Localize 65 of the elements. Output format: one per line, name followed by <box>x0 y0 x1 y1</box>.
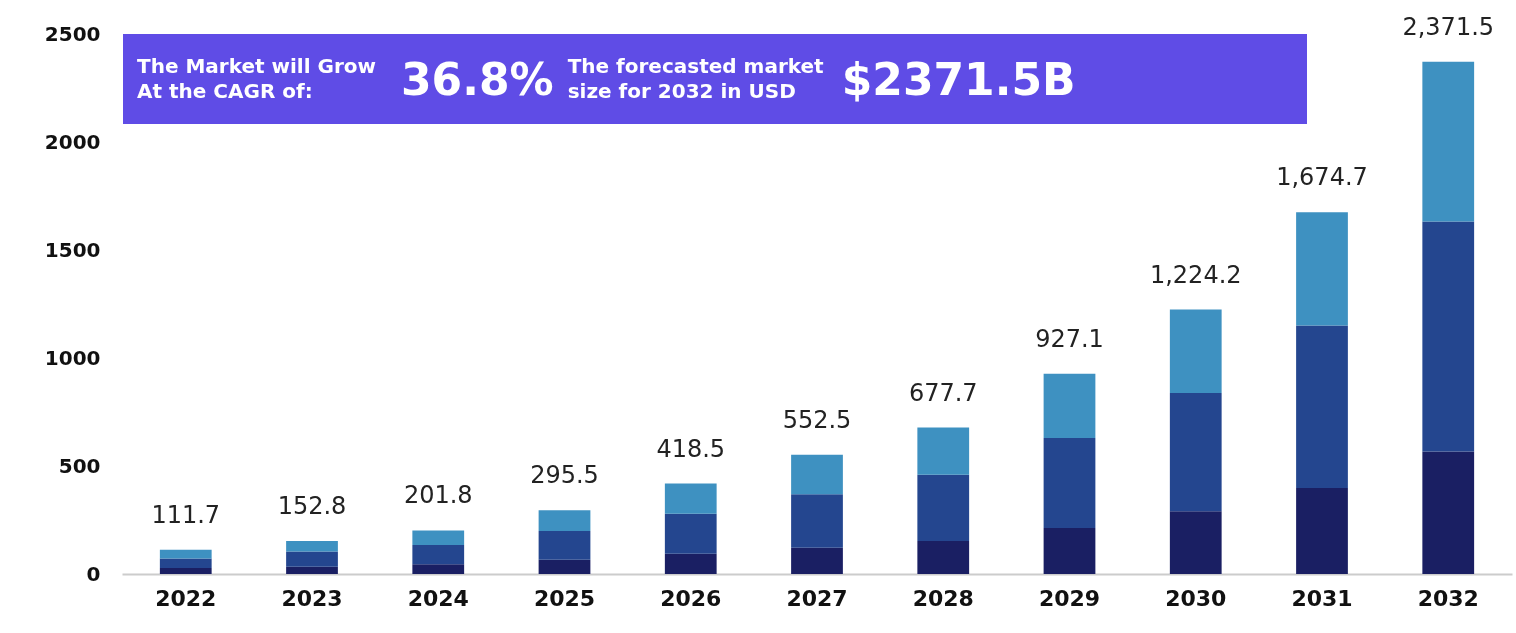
bar <box>1296 212 1348 326</box>
x-tick-label: 2028 <box>912 585 974 611</box>
total-label: 677.7 <box>908 378 978 407</box>
annotation: $2371.5B <box>841 53 1076 105</box>
bar <box>286 551 338 567</box>
bar <box>664 553 717 574</box>
annotation: The Market will Grow At the CAGR of: <box>137 54 378 104</box>
y-tick-label: 1500 <box>44 237 101 262</box>
bar <box>412 530 465 546</box>
bar <box>1169 309 1222 393</box>
total-label: 295.5 <box>530 461 599 490</box>
total-label: 111.7 <box>151 500 221 529</box>
bar <box>917 427 970 475</box>
annotation: 36.8% <box>401 53 554 105</box>
y-tick-label: 2500 <box>44 21 101 46</box>
bar <box>1169 511 1222 574</box>
total-label: 2,371.5 <box>1402 12 1495 41</box>
bar <box>791 494 843 548</box>
bar <box>412 564 465 574</box>
bar <box>1422 221 1475 452</box>
bar <box>286 566 338 574</box>
bar <box>286 541 338 552</box>
x-tick-label: 2022 <box>155 585 217 611</box>
total-label: 1,224.2 <box>1149 260 1242 289</box>
total-label: 152.8 <box>277 492 347 520</box>
total-label: 201.8 <box>403 481 473 510</box>
bar <box>791 454 843 495</box>
bar <box>791 547 843 574</box>
total-label: 552.5 <box>782 405 852 434</box>
bar <box>538 531 591 560</box>
bar <box>1422 61 1475 222</box>
y-tick-label: 2000 <box>44 129 101 154</box>
bar <box>159 549 212 559</box>
x-tick-label: 2023 <box>281 585 343 611</box>
y-tick-label: 0 <box>86 561 101 586</box>
bar <box>917 540 970 574</box>
bar <box>1296 488 1348 574</box>
x-tick-label: 2030 <box>1165 585 1227 611</box>
bar <box>1169 392 1222 512</box>
bar <box>538 510 591 532</box>
bar <box>1043 437 1096 528</box>
x-tick-label: 2027 <box>786 585 848 611</box>
bar <box>664 483 717 514</box>
y-tick-label: 500 <box>58 453 101 478</box>
bar <box>1043 527 1096 574</box>
x-tick-label: 2031 <box>1291 585 1353 611</box>
bar <box>1043 373 1096 438</box>
bar <box>1296 325 1348 489</box>
total-label: 418.5 <box>656 434 726 463</box>
annotation: The forecasted market size for 2032 in USD <box>567 54 825 104</box>
bar <box>538 559 591 574</box>
bar <box>412 545 465 565</box>
y-tick-label: 1000 <box>44 345 101 370</box>
total-label: 1,674.7 <box>1276 163 1368 192</box>
x-tick-label: 2025 <box>533 585 596 611</box>
bar <box>917 474 970 541</box>
x-tick-label: 2029 <box>1038 585 1101 611</box>
bar <box>1422 451 1475 574</box>
bar <box>159 558 212 568</box>
bar <box>664 513 717 554</box>
bar <box>159 567 212 574</box>
x-tick-label: 2026 <box>660 585 722 611</box>
x-tick-label: 2032 <box>1417 585 1479 611</box>
total-label: 927.1 <box>1035 324 1104 353</box>
x-tick-label: 2024 <box>407 585 469 611</box>
